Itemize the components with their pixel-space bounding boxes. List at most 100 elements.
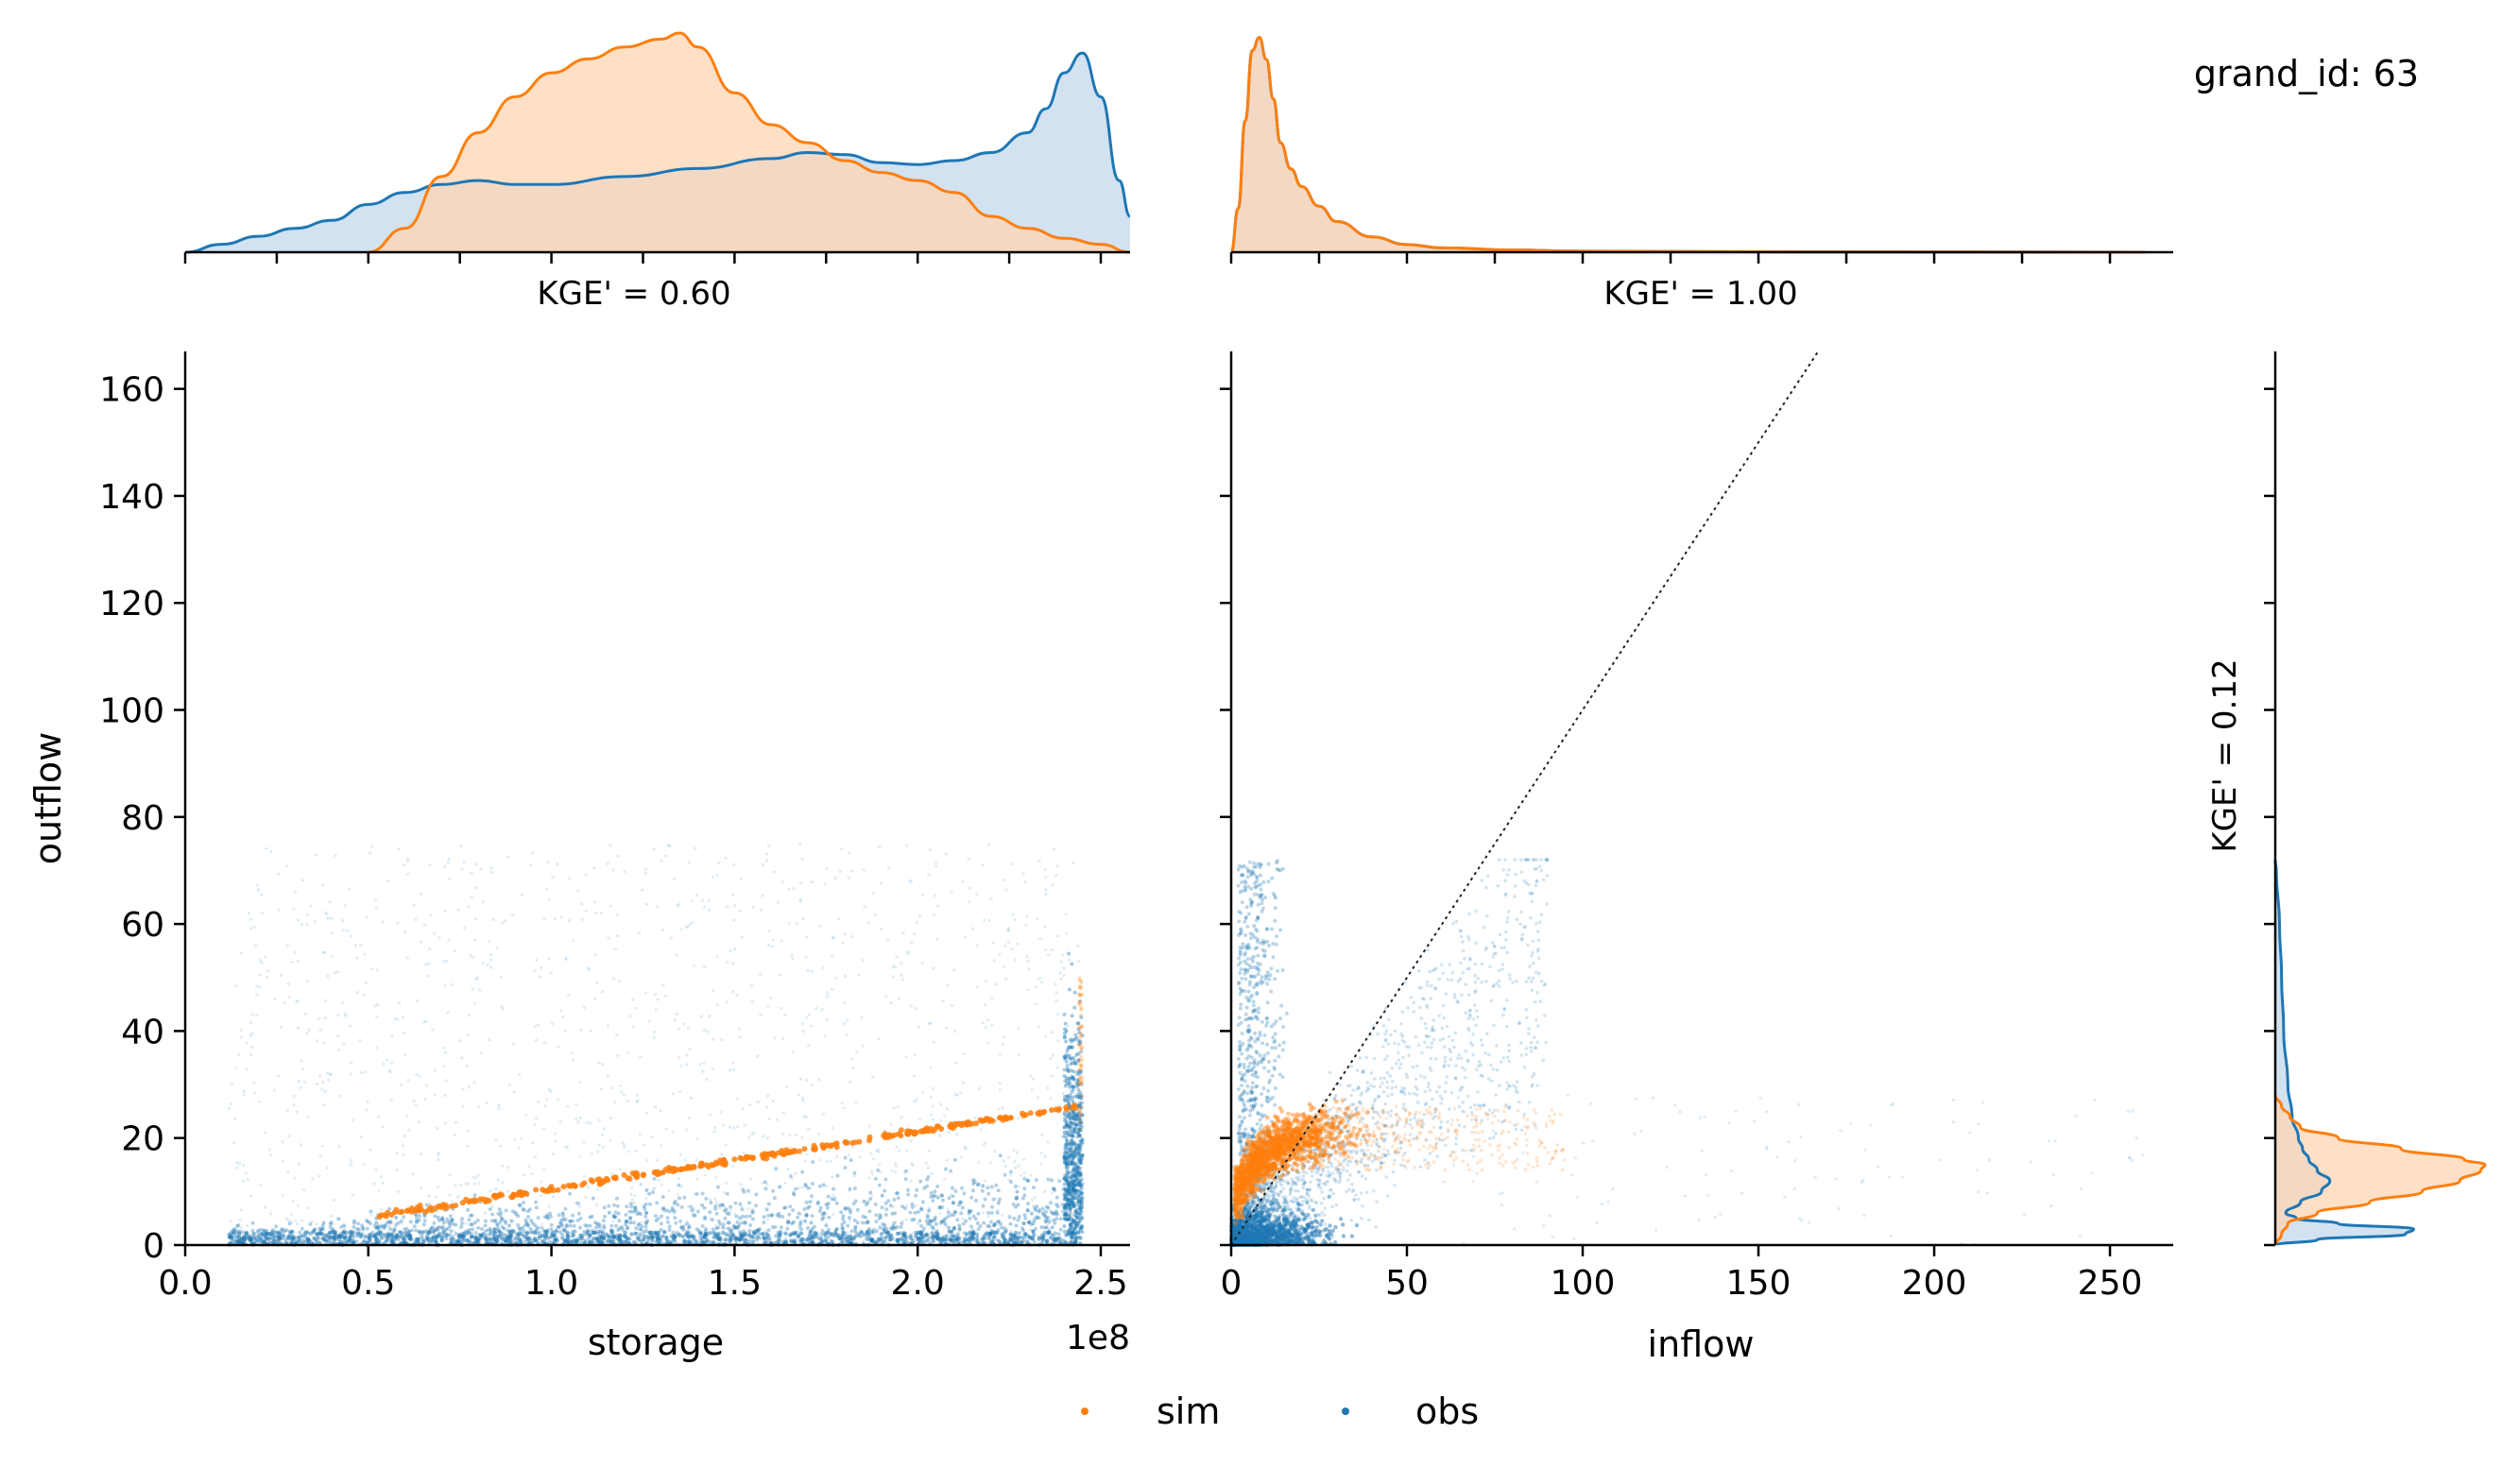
obs-point: [798, 1222, 802, 1227]
obs-point: [902, 1170, 907, 1174]
obs-point: [1003, 1226, 1007, 1231]
obs-point: [729, 1209, 732, 1213]
obs-point: [571, 1233, 576, 1238]
obs-point: [1044, 1219, 1048, 1222]
obs-point: [645, 1219, 650, 1223]
obs-point: [379, 1174, 383, 1179]
obs-point: [708, 1015, 711, 1018]
obs-point: [934, 861, 938, 864]
obs-point: [925, 1184, 930, 1188]
obs-point: [994, 982, 998, 986]
obs-point: [1072, 1183, 1077, 1187]
obs-point: [342, 1042, 346, 1046]
sim-point: [634, 1173, 640, 1180]
obs-point: [293, 890, 297, 895]
obs-point: [953, 1030, 957, 1033]
obs-point: [804, 955, 808, 959]
obs-point: [607, 1211, 611, 1215]
obs-point: [949, 1213, 953, 1218]
obs-point: [780, 879, 784, 884]
obs-point: [326, 974, 330, 978]
obs-point: [982, 1143, 986, 1147]
obs-point: [905, 1218, 909, 1221]
obs-point: [647, 1238, 651, 1242]
obs-point: [325, 913, 329, 916]
obs-point: [1069, 1159, 1072, 1163]
outflow-y-label: outflow: [27, 732, 69, 865]
obs-point: [1031, 1230, 1036, 1235]
obs-point: [1062, 1067, 1067, 1072]
obs-point: [456, 908, 460, 913]
sim-point: [909, 1129, 916, 1135]
obs-point: [283, 1001, 286, 1005]
obs-point: [434, 1195, 437, 1199]
obs-point: [931, 1226, 935, 1231]
obs-point: [250, 1045, 254, 1049]
obs-point: [675, 1013, 678, 1016]
obs-point: [796, 1215, 800, 1220]
obs-point: [594, 1203, 599, 1206]
obs-point: [757, 1232, 762, 1236]
obs-point: [355, 956, 359, 960]
obs-point: [997, 1239, 1003, 1244]
obs-point: [486, 964, 489, 967]
obs-point: [904, 1203, 909, 1207]
obs-point: [461, 1104, 465, 1108]
obs-point: [892, 1197, 897, 1202]
sim-point: [579, 1182, 586, 1188]
obs-point: [694, 894, 699, 897]
obs-point: [579, 902, 584, 906]
obs-point: [944, 1026, 949, 1030]
obs-point: [242, 1164, 246, 1168]
obs-point: [572, 1058, 575, 1062]
obs-point: [1062, 1012, 1067, 1016]
obs-point: [1046, 1086, 1050, 1090]
obs-point: [518, 1072, 522, 1077]
obs-point: [473, 938, 477, 942]
obs-point: [991, 1235, 997, 1239]
obs-point: [689, 1096, 694, 1100]
obs-point: [1011, 913, 1015, 916]
obs-point: [317, 1074, 322, 1078]
obs-point: [852, 1218, 857, 1222]
obs-point: [414, 1240, 419, 1245]
obs-point: [266, 969, 269, 973]
obs-point: [717, 862, 721, 865]
obs-point: [300, 1219, 304, 1222]
obs-point: [725, 1000, 729, 1004]
obs-point: [414, 1220, 419, 1224]
obs-point: [725, 1191, 729, 1196]
obs-point: [913, 1100, 917, 1103]
obs-point: [592, 900, 597, 904]
obs-point: [645, 1235, 650, 1239]
obs-point: [1065, 1191, 1070, 1196]
obs-point: [418, 1214, 422, 1219]
obs-point: [1056, 1232, 1061, 1237]
obs-point: [238, 1162, 242, 1166]
obs-point: [439, 1236, 445, 1240]
sim-point: [886, 1132, 893, 1138]
obs-point: [454, 1232, 458, 1237]
sim-point: [721, 1156, 728, 1163]
obs-point: [977, 1160, 981, 1165]
obs-point: [372, 1223, 377, 1228]
obs-point: [731, 962, 735, 965]
obs-point: [818, 924, 822, 929]
obs-point: [920, 1200, 925, 1204]
obs-point: [859, 1234, 863, 1238]
obs-point: [474, 1176, 478, 1180]
obs-point: [846, 1205, 850, 1210]
obs-point: [784, 1236, 788, 1240]
obs-point: [1061, 1092, 1065, 1096]
obs-point: [368, 1221, 372, 1225]
obs-point: [704, 1173, 708, 1177]
obs-point: [689, 922, 693, 926]
obs-point: [1067, 1184, 1071, 1188]
obs-point: [481, 899, 485, 904]
obs-point: [781, 1133, 785, 1136]
obs-point: [775, 1118, 780, 1121]
obs-point: [1044, 1225, 1049, 1230]
obs-point: [1062, 1160, 1067, 1165]
obs-point: [788, 1238, 794, 1243]
